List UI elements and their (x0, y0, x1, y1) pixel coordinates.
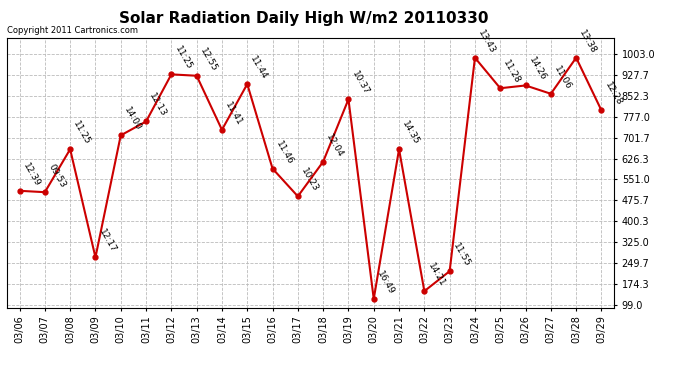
Text: 12:28: 12:28 (603, 81, 624, 108)
Text: 14:00: 14:00 (122, 106, 143, 133)
Text: 10:37: 10:37 (350, 70, 371, 96)
Text: 11:55: 11:55 (451, 242, 472, 268)
Text: 11:06: 11:06 (552, 64, 573, 91)
Text: 12:55: 12:55 (198, 46, 219, 73)
Text: Solar Radiation Daily High W/m2 20110330: Solar Radiation Daily High W/m2 20110330 (119, 11, 489, 26)
Text: 12:39: 12:39 (21, 161, 41, 188)
Text: 11:41: 11:41 (224, 100, 244, 127)
Text: 11:28: 11:28 (502, 58, 522, 86)
Text: 12:17: 12:17 (97, 228, 117, 255)
Text: 11:25: 11:25 (172, 45, 193, 72)
Text: 14:35: 14:35 (400, 120, 421, 146)
Text: 09:53: 09:53 (46, 162, 67, 189)
Text: 11:25: 11:25 (72, 120, 92, 146)
Text: 14:21: 14:21 (426, 262, 446, 288)
Text: 10:23: 10:23 (299, 167, 320, 194)
Text: 12:04: 12:04 (324, 132, 345, 159)
Text: 12:13: 12:13 (148, 92, 168, 119)
Text: 11:44: 11:44 (248, 55, 269, 81)
Text: 11:46: 11:46 (274, 139, 295, 166)
Text: 13:43: 13:43 (476, 28, 497, 55)
Text: 13:38: 13:38 (578, 28, 598, 55)
Text: 16:49: 16:49 (375, 269, 396, 296)
Text: Copyright 2011 Cartronics.com: Copyright 2011 Cartronics.com (7, 26, 138, 35)
Text: 14:26: 14:26 (527, 56, 548, 82)
